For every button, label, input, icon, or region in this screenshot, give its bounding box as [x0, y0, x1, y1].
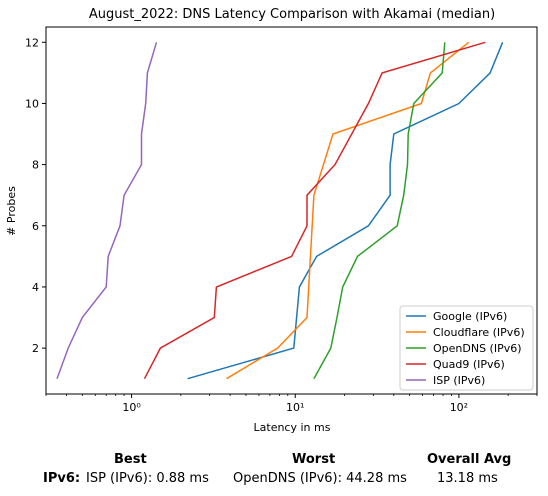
worst-header: Worst — [292, 452, 336, 467]
x-tick-label: 10¹ — [286, 401, 304, 414]
y-tick-label: 8 — [32, 159, 39, 172]
series-line-quad9-ipv6 — [143, 41, 486, 380]
x-tick-label: 10² — [450, 401, 468, 414]
x-axis-label: Latency in ms — [254, 421, 331, 434]
legend-label-opendns-ipv6: OpenDNS (IPv6) — [433, 342, 522, 355]
overall-avg-header: Overall Avg — [427, 452, 512, 467]
series-line-google-ipv6 — [187, 42, 504, 380]
legend-label-cloudflare-ipv6: Cloudflare (IPv6) — [433, 326, 525, 339]
row-label-text: IPv6 — [43, 471, 75, 486]
series-line-cloudflare-ipv6 — [226, 41, 470, 380]
y-tick-label: 12 — [25, 36, 39, 49]
y-tick-label: 2 — [32, 342, 39, 355]
legend: Google (IPv6) Cloudflare (IPv6) OpenDNS (I… — [399, 305, 534, 391]
worst-value: OpenDNS (IPv6): 44.28 ms — [233, 471, 407, 486]
best-header: Best — [114, 452, 147, 467]
plot-area — [45, 26, 538, 395]
series-layer — [56, 41, 504, 380]
series-line-isp-ipv6 — [56, 42, 158, 379]
legend-box — [399, 305, 534, 391]
legend-label-isp-ipv6: ISP (IPv6) — [433, 374, 485, 387]
legend-label-quad9-ipv6: Quad9 (IPv6) — [433, 358, 505, 371]
overall-avg-value: 13.18 ms — [437, 471, 498, 486]
summary-table: Best Worst Overall Avg IPv6: ISP (IPv6):… — [0, 450, 548, 496]
y-tick-label: 4 — [32, 281, 39, 294]
dns-latency-chart: August_2022: DNS Latency Comparison with… — [5, 7, 538, 434]
y-axis-label: # Probes — [5, 186, 18, 236]
row-label-separator: : — [74, 471, 81, 486]
y-axis: 2 4 6 8 10 12 — [25, 36, 46, 355]
y-tick-label: 10 — [25, 97, 39, 110]
legend-label-google-ipv6: Google (IPv6) — [433, 310, 507, 323]
x-axis: 10⁰ 10¹ 10² — [45, 394, 538, 414]
chart-title: August_2022: DNS Latency Comparison with… — [89, 7, 495, 22]
x-tick-label: 10⁰ — [122, 401, 141, 414]
best-value: ISP (IPv6): 0.88 ms — [86, 471, 209, 486]
row-label: IPv6: — [43, 471, 80, 486]
y-tick-label: 6 — [32, 220, 39, 233]
series-line-opendns-ipv6 — [313, 42, 446, 380]
